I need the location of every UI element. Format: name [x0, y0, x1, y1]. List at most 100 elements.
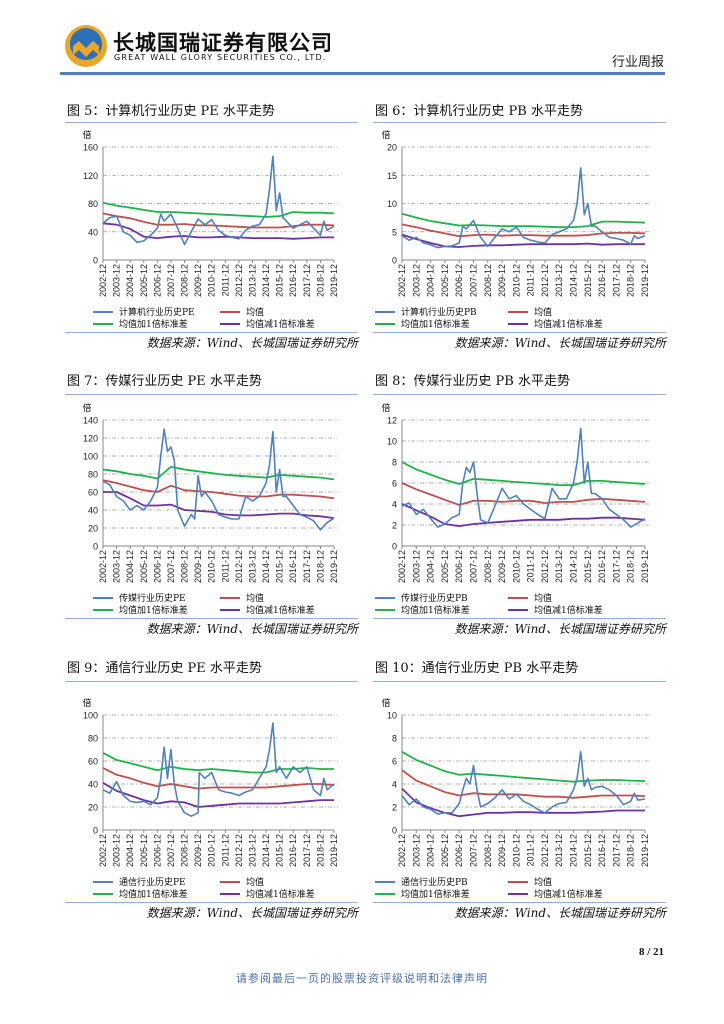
- x-tick-label: 2016-12: [597, 264, 607, 297]
- legend-label: 均值减1倍标准差: [534, 606, 603, 616]
- x-tick-label: 2014-12: [569, 550, 579, 583]
- header-divider: [60, 72, 665, 75]
- legend-label: 均值减1倍标准差: [534, 320, 603, 330]
- x-tick-label: 2018-12: [626, 550, 636, 583]
- legend-label: 均值减1倍标准差: [246, 890, 315, 900]
- y-tick-label: 6: [392, 757, 397, 767]
- history-line: [102, 428, 335, 531]
- legend-minus-sd: 均值减1倍标准差: [508, 887, 603, 900]
- y-tick-label: 20: [88, 524, 98, 534]
- mean-line: [102, 479, 335, 500]
- x-tick-label: 2004-12: [125, 264, 135, 297]
- x-tick-label: 2009-12: [497, 550, 507, 583]
- legend-history: 通信行业历史PE: [93, 875, 186, 888]
- x-tick-label: 2007-12: [166, 834, 176, 867]
- legend-history: 传媒行业历史PE: [93, 591, 186, 604]
- x-tick-label: 2007-12: [166, 550, 176, 583]
- legend-minus-sd: 均值减1倍标准差: [220, 887, 315, 900]
- x-tick-label: 2011-12: [526, 550, 536, 582]
- figure-title: 图 10：通信行业历史 PB 水平走势: [375, 661, 579, 676]
- legend-swatch: [93, 310, 113, 313]
- x-tick-label: 2006-12: [152, 550, 162, 583]
- x-tick-label: 2012-12: [234, 834, 244, 867]
- history-line: [102, 155, 335, 246]
- x-tick-label: 2003-12: [411, 550, 421, 583]
- plus-sd-line: [401, 212, 646, 229]
- x-tick-label: 2019-12: [640, 264, 650, 297]
- y-tick-label: 120: [83, 434, 98, 444]
- y-axis-unit: 倍: [82, 402, 91, 414]
- y-axis-unit: 倍: [381, 129, 390, 141]
- line-chart: 倍 0 20 40 60 80 100 120 140 2002-12 2003-12 2004-12…: [82, 402, 339, 583]
- x-tick-label: 2016-12: [597, 550, 607, 583]
- plus-sd-line: [102, 465, 335, 481]
- legend-swatch: [93, 322, 113, 325]
- legend-label: 均值减1倍标准差: [246, 320, 315, 330]
- x-tick-label: 2018-12: [315, 264, 325, 297]
- legend-plus-sd: 均值加1倍标准差: [93, 887, 188, 900]
- legend-mean: 均值: [508, 305, 552, 318]
- x-tick-label: 2008-12: [483, 550, 493, 583]
- legend-swatch: [508, 322, 528, 325]
- line-chart: 倍 0 40 80 120 160 2002-12 2003-12 2004-12 2005-12…: [82, 129, 339, 297]
- x-tick-label: 2016-12: [597, 834, 607, 867]
- figure-title-divider: [65, 681, 358, 682]
- legend-swatch: [220, 892, 240, 895]
- y-tick-label: 40: [88, 780, 98, 790]
- x-tick-label: 2011-12: [526, 264, 536, 296]
- y-tick-label: 2: [392, 521, 397, 531]
- legend-swatch: [508, 596, 528, 599]
- legend-label: 均值: [534, 878, 553, 888]
- legend-plus-sd: 均值加1倍标准差: [375, 603, 470, 616]
- y-axis-unit: 倍: [82, 129, 91, 141]
- legend-label: 传媒行业历史PE: [119, 594, 186, 604]
- x-tick-label: 2016-12: [288, 834, 298, 867]
- x-tick-label: 2013-12: [554, 550, 564, 583]
- figure-title: 图 7：传媒行业历史 PE 水平走势: [67, 374, 262, 389]
- figure-bottom-divider: [373, 332, 666, 333]
- history-line: [401, 167, 646, 249]
- history-line: [102, 722, 335, 817]
- figure-bottom-divider: [373, 618, 666, 619]
- x-tick-label: 2017-12: [611, 550, 621, 583]
- x-tick-label: 2012-12: [540, 264, 550, 297]
- y-tick-label: 15: [387, 171, 397, 181]
- legend-label: 传媒行业历史PB: [401, 594, 468, 604]
- x-tick-label: 2019-12: [329, 264, 339, 297]
- legend-swatch: [375, 322, 395, 325]
- plus-sd-line: [401, 461, 646, 486]
- x-tick-label: 2016-12: [288, 550, 298, 583]
- figure-title-divider: [373, 394, 666, 395]
- figure-bottom-divider: [65, 618, 358, 619]
- plus-sd-line: [102, 752, 334, 774]
- x-tick-label: 2013-12: [554, 834, 564, 867]
- legend-label: 均值加1倍标准差: [119, 320, 188, 330]
- y-tick-label: 40: [88, 227, 98, 237]
- figure-source: 数据来源：Wind、长城国瑞证券研究所: [454, 336, 666, 350]
- legend-mean: 均值: [220, 591, 264, 604]
- x-tick-label: 2005-12: [440, 550, 450, 583]
- legend-history: 通信行业历史PB: [375, 875, 468, 888]
- x-tick-label: 2014-12: [569, 834, 579, 867]
- y-tick-label: 80: [88, 199, 98, 209]
- minus-sd-line: [401, 787, 645, 818]
- y-tick-label: 10: [387, 437, 397, 447]
- x-tick-label: 2018-12: [315, 834, 325, 867]
- x-tick-label: 2008-12: [180, 264, 190, 297]
- y-axis-unit: 倍: [381, 402, 390, 414]
- disclaimer-link[interactable]: 请参阅最后一页的股票投资评级说明和法律声明: [236, 972, 488, 985]
- legend-label: 均值: [246, 878, 265, 888]
- y-tick-label: 8: [392, 734, 397, 744]
- legend-swatch: [93, 892, 113, 895]
- legend-label: 通信行业历史PB: [401, 878, 468, 888]
- x-tick-label: 2003-12: [112, 834, 122, 867]
- x-tick-label: 2019-12: [640, 550, 650, 583]
- x-tick-label: 2004-12: [125, 550, 135, 583]
- figure-title: 图 5：计算机行业历史 PE 水平走势: [67, 104, 275, 119]
- x-tick-label: 2011-12: [220, 264, 230, 296]
- legend-minus-sd: 均值减1倍标准差: [508, 317, 603, 330]
- y-tick-label: 40: [88, 506, 98, 516]
- y-tick-label: 80: [88, 734, 98, 744]
- x-tick-label: 2017-12: [302, 834, 312, 867]
